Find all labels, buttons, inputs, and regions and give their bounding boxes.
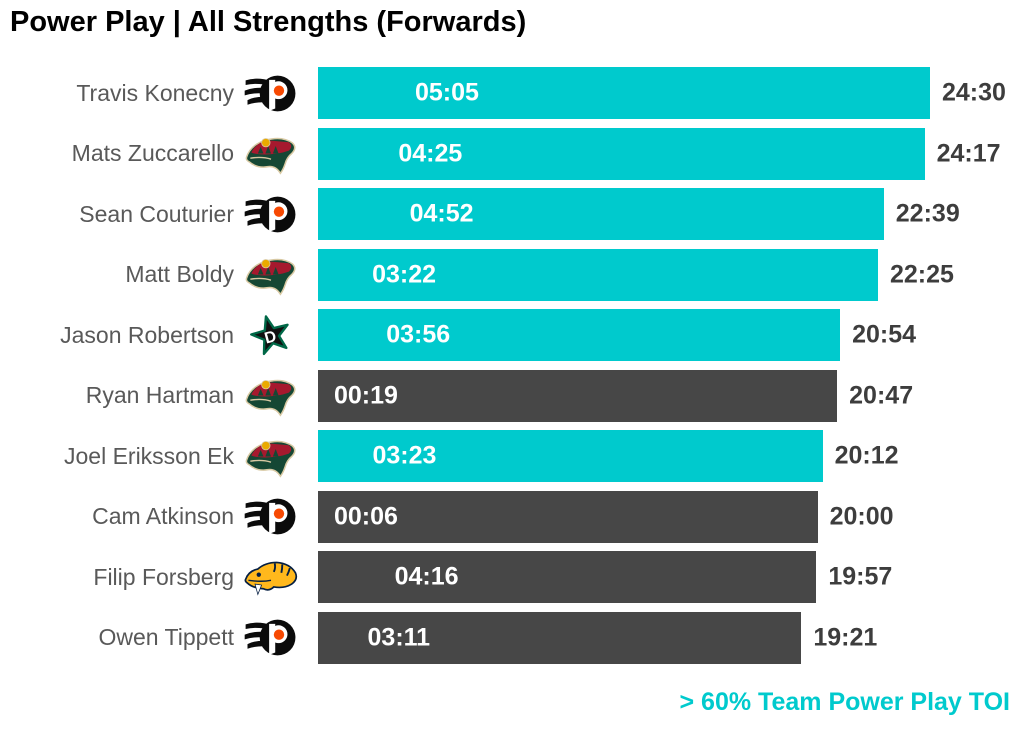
toi-bar: 03:56 bbox=[318, 309, 841, 362]
toi-bar-area: 04:16 19:57 bbox=[318, 551, 1024, 604]
total-toi-label: 20:54 bbox=[852, 320, 917, 349]
pp-toi-label: 04:25 bbox=[398, 139, 463, 168]
predators-logo-icon bbox=[234, 554, 308, 601]
toi-bar: 05:05 bbox=[318, 67, 930, 120]
player-row: Travis Konecny 05:05 24:30 bbox=[0, 63, 1024, 124]
pp-toi-label: 03:56 bbox=[386, 320, 451, 349]
chart-rows: Travis Konecny 05:05 24:30 Mats Zuccarel… bbox=[0, 63, 1024, 668]
flyers-logo-icon bbox=[234, 191, 308, 238]
player-row: Mats Zuccarello 04:25 24:17 bbox=[0, 124, 1024, 185]
pp-toi-label: 04:52 bbox=[409, 199, 474, 228]
toi-bar-area: 03:11 19:21 bbox=[318, 611, 1024, 664]
toi-bar-area: 03:23 20:12 bbox=[318, 430, 1024, 483]
toi-bar: 04:16 bbox=[318, 551, 817, 604]
player-row: Filip Forsberg 04:16 19:57 bbox=[0, 547, 1024, 608]
toi-bar-area: 00:19 20:47 bbox=[318, 369, 1024, 422]
player-name: Owen Tippett bbox=[98, 624, 234, 651]
wild-logo-icon bbox=[234, 433, 308, 480]
pp-toi-label: 03:23 bbox=[372, 441, 437, 470]
toi-bar-area: 04:52 22:39 bbox=[318, 188, 1024, 241]
player-row: Cam Atkinson 00:06 20:00 bbox=[0, 487, 1024, 548]
pp-toi-label: 03:22 bbox=[372, 260, 437, 289]
toi-bar: 00:19 bbox=[318, 369, 838, 422]
toi-bar: 04:25 bbox=[318, 127, 925, 180]
toi-bar-area: 03:22 22:25 bbox=[318, 248, 1024, 301]
toi-bar-area: 04:25 24:17 bbox=[318, 127, 1024, 180]
pp-toi-label: 00:06 bbox=[334, 502, 398, 531]
player-row: Owen Tippett 03:11 19:21 bbox=[0, 608, 1024, 669]
total-toi-label: 22:25 bbox=[889, 260, 954, 289]
total-toi-label: 20:47 bbox=[849, 381, 914, 410]
total-toi-label: 19:57 bbox=[828, 562, 893, 591]
toi-bar-area: 03:56 20:54 bbox=[318, 309, 1024, 362]
toi-bar: 03:23 bbox=[318, 430, 823, 483]
total-toi-label: 19:21 bbox=[813, 623, 878, 652]
player-name: Mats Zuccarello bbox=[71, 140, 234, 167]
toi-bar: 03:11 bbox=[318, 611, 802, 664]
total-toi-label: 20:12 bbox=[834, 441, 899, 470]
player-row: Sean Couturier 04:52 22:39 bbox=[0, 184, 1024, 245]
toi-bar: 00:06 bbox=[318, 490, 818, 543]
total-toi-label: 20:00 bbox=[829, 502, 894, 531]
player-row: Matt Boldy 03:22 22:25 bbox=[0, 245, 1024, 306]
toi-bar-area: 00:06 20:00 bbox=[318, 490, 1024, 543]
flyers-logo-icon bbox=[234, 70, 308, 117]
player-row: Ryan Hartman 00:19 20:47 bbox=[0, 366, 1024, 427]
pp-toi-label: 03:11 bbox=[367, 623, 431, 652]
flyers-logo-icon bbox=[234, 614, 308, 661]
player-name: Travis Konecny bbox=[76, 79, 234, 106]
total-toi-label: 24:30 bbox=[942, 78, 1006, 107]
chart-title: Power Play | All Strengths (Forwards) bbox=[10, 6, 527, 38]
pp-toi-label: 00:19 bbox=[334, 381, 398, 410]
player-name: Jason Robertson bbox=[60, 321, 234, 348]
pp-toi-label: 05:05 bbox=[414, 78, 479, 107]
toi-bar: 04:52 bbox=[318, 188, 884, 241]
toi-bar: 03:22 bbox=[318, 248, 878, 301]
player-name: Cam Atkinson bbox=[92, 503, 234, 530]
toi-bar-area: 05:05 24:30 bbox=[318, 67, 1024, 120]
player-row: Jason Robertson D 03:56 20:54 bbox=[0, 305, 1024, 366]
total-toi-label: 22:39 bbox=[895, 199, 960, 228]
wild-logo-icon bbox=[234, 251, 308, 298]
svg-text:D: D bbox=[263, 328, 279, 347]
player-name: Matt Boldy bbox=[125, 261, 234, 288]
flyers-logo-icon bbox=[234, 493, 308, 540]
player-row: Joel Eriksson Ek 03:23 20:12 bbox=[0, 426, 1024, 487]
legend-note: > 60% Team Power Play TOI bbox=[679, 688, 1010, 716]
stars-logo-icon: D bbox=[234, 312, 308, 359]
pp-toi-label: 04:16 bbox=[394, 562, 459, 591]
total-toi-label: 24:17 bbox=[936, 139, 1001, 168]
player-name: Ryan Hartman bbox=[85, 382, 234, 409]
player-name: Sean Couturier bbox=[79, 200, 234, 227]
player-name: Filip Forsberg bbox=[93, 563, 234, 590]
player-name: Joel Eriksson Ek bbox=[63, 442, 234, 469]
wild-logo-icon bbox=[234, 372, 308, 419]
wild-logo-icon bbox=[234, 130, 308, 177]
